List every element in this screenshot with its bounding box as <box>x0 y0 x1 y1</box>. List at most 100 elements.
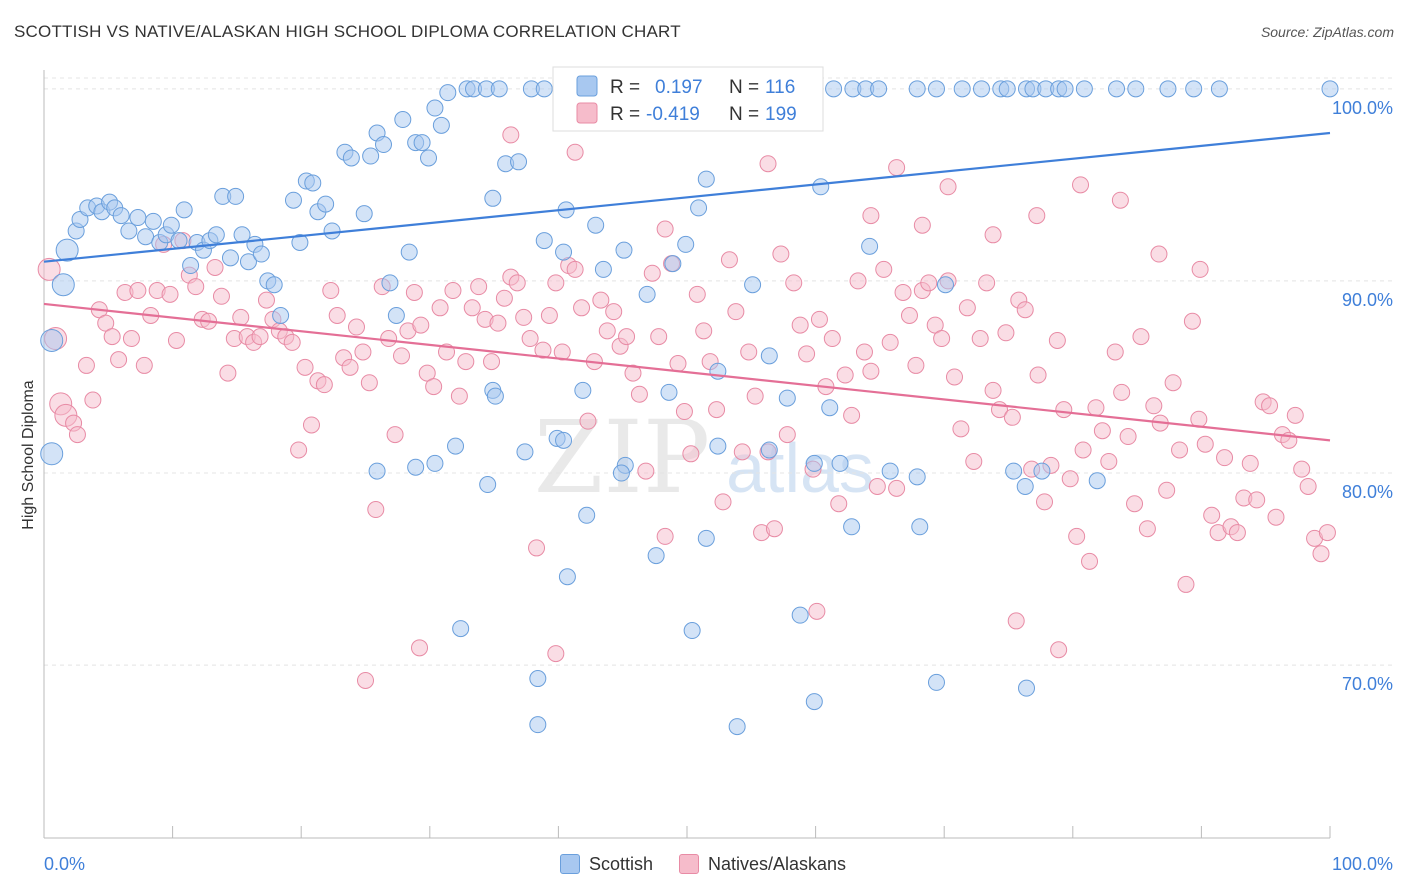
natives-alaskans-point <box>566 260 584 278</box>
natives-alaskans-point <box>521 330 539 348</box>
natives-alaskans-point <box>1081 552 1099 570</box>
natives-alaskans-point <box>232 308 250 326</box>
legend-swatch-scottish-bottom <box>559 854 580 874</box>
natives-alaskans-point <box>907 356 925 374</box>
legend-label-scottish: Scottish <box>588 853 653 874</box>
natives-alaskans-point <box>1106 343 1124 361</box>
natives-alaskans-point <box>945 368 963 386</box>
scottish-point <box>728 718 746 736</box>
natives-alaskans-point <box>1061 470 1079 488</box>
scottish-point <box>998 80 1016 98</box>
natives-alaskans-point <box>566 143 584 161</box>
scottish-point <box>368 462 386 480</box>
scottish-point <box>927 673 945 691</box>
natives-alaskans-point <box>772 245 790 263</box>
scottish-point <box>908 80 926 98</box>
natives-alaskans-point <box>920 274 938 292</box>
scottish-point <box>638 285 656 303</box>
watermark-atlas: atlas <box>726 429 874 507</box>
natives-alaskans-point <box>495 289 513 307</box>
natives-alaskans-point <box>354 343 372 361</box>
legend-n-value-natives: 199 <box>765 104 797 125</box>
natives-alaskans-point <box>347 318 365 336</box>
natives-alaskans-point <box>656 527 674 545</box>
trend-lines <box>43 131 1331 442</box>
natives-alaskans-point <box>367 501 385 519</box>
x-tick-label-min: 0.0% <box>44 854 85 874</box>
scottish-point <box>555 431 573 449</box>
natives-alaskans-point <box>84 391 102 409</box>
natives-alaskans-point <box>1191 260 1209 278</box>
scottish-point <box>317 195 335 213</box>
natives-alaskans-point <box>425 378 443 396</box>
natives-alaskans-point <box>483 353 501 371</box>
legend-r-value-scottish: 0.197 <box>655 77 703 98</box>
scottish-point <box>381 274 399 292</box>
natives-alaskans-point <box>1093 422 1111 440</box>
natives-alaskans-point <box>958 299 976 317</box>
natives-alaskans-point <box>643 264 661 282</box>
natives-alaskans-point <box>894 283 912 301</box>
natives-alaskans-point <box>598 322 616 340</box>
scottish-point <box>1088 472 1106 490</box>
natives-alaskans-point <box>528 539 546 557</box>
y-tick-labels: 70.0% 80.0% 90.0% 100.0% <box>1332 98 1393 694</box>
y-tick-label: 70.0% <box>1342 674 1393 694</box>
natives-alaskans-point <box>405 283 423 301</box>
natives-alaskans-points <box>37 126 1336 689</box>
natives-alaskans-point <box>161 285 179 303</box>
natives-alaskans-point <box>656 220 674 238</box>
natives-alaskans-point <box>708 401 726 419</box>
scottish-point <box>284 191 302 209</box>
legend-item-scottish[interactable]: Scottish <box>559 853 653 875</box>
scottish-point <box>413 134 431 152</box>
natives-alaskans-point <box>1164 374 1182 392</box>
natives-alaskans-point <box>997 324 1015 342</box>
scottish-point <box>683 622 701 640</box>
scottish-point <box>265 276 283 294</box>
scottish-point <box>535 232 553 250</box>
natives-alaskans-point <box>463 299 481 317</box>
scottish-point <box>744 276 762 294</box>
natives-alaskans-point <box>1150 245 1168 263</box>
natives-alaskans-point <box>971 330 989 348</box>
scottish-point <box>426 454 444 472</box>
natives-alaskans-point <box>849 272 867 290</box>
scottish-point <box>578 506 596 524</box>
scottish-point <box>452 620 470 638</box>
natives-alaskans-point <box>618 328 636 346</box>
natives-alaskans-point <box>688 285 706 303</box>
scottish-point <box>529 670 547 688</box>
natives-alaskans-point <box>1132 328 1150 346</box>
natives-alaskans-point <box>1248 491 1266 509</box>
legend-item-natives-alaskans[interactable]: Natives/Alaskans <box>678 854 846 875</box>
scottish-point <box>805 693 823 711</box>
natives-alaskans-point <box>489 314 507 332</box>
natives-alaskans-point <box>785 274 803 292</box>
legend-box <box>552 66 824 132</box>
scottish-point <box>825 80 843 98</box>
scottish-point <box>144 212 162 230</box>
natives-alaskans-point <box>1286 406 1304 424</box>
scottish-point <box>664 255 682 273</box>
legend-r-label-scottish: R = <box>610 77 640 98</box>
natives-alaskans-point <box>296 358 314 376</box>
natives-alaskans-point <box>765 520 783 538</box>
natives-alaskans-point <box>1145 397 1163 415</box>
legend-swatch-natives <box>576 102 598 124</box>
natives-alaskans-point <box>1126 495 1144 513</box>
natives-alaskans-point <box>1261 397 1279 415</box>
scottish-point <box>129 209 147 227</box>
natives-alaskans-point <box>746 387 764 405</box>
scottish-point <box>272 306 290 324</box>
legend-n-label-natives: N = <box>729 104 759 125</box>
scottish-point <box>760 347 778 365</box>
natives-alaskans-point <box>508 274 526 292</box>
legend-n-label-scottish: N = <box>729 77 759 98</box>
scottish-point <box>170 232 188 250</box>
scottish-point <box>778 389 796 407</box>
natives-alaskans-point <box>1318 524 1336 542</box>
natives-alaskans-point <box>412 316 430 334</box>
natives-alaskans-point <box>888 479 906 497</box>
natives-alaskans-point <box>881 333 899 351</box>
